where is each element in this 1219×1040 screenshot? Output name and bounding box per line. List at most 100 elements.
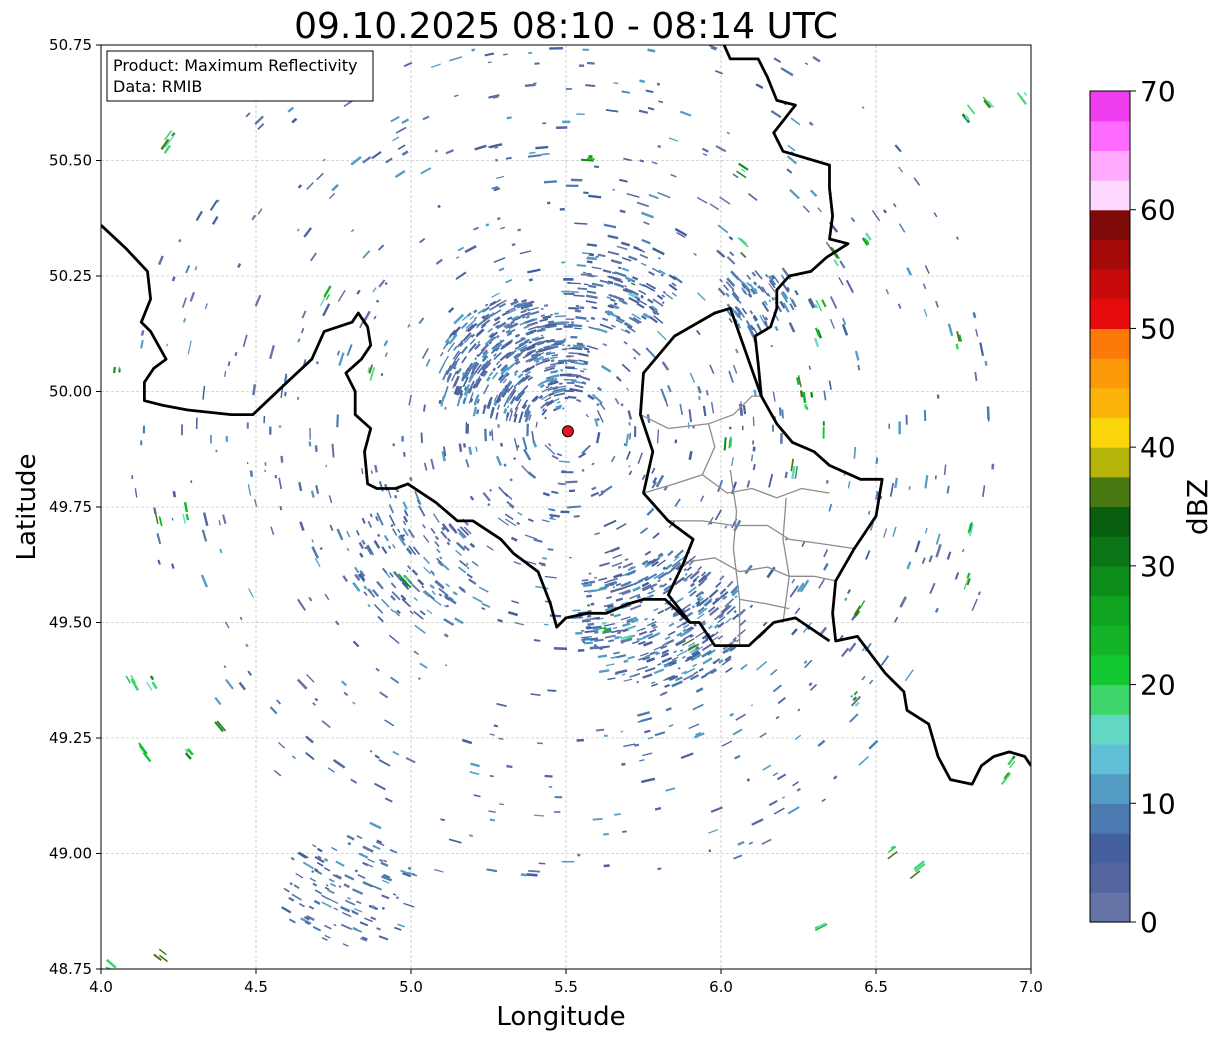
radar-echo [641, 315, 647, 320]
radar-echo [510, 536, 518, 542]
radar-echo [700, 607, 708, 613]
radar-echo [794, 472, 798, 479]
radar-echo [397, 144, 406, 150]
radar-echo [392, 893, 397, 896]
radar-echo [481, 607, 486, 611]
radar-echo [526, 873, 538, 877]
radar-echo [812, 55, 821, 63]
radar-echo [1000, 772, 1012, 785]
radar-echo [716, 249, 726, 258]
radar-echo [524, 534, 538, 540]
radar-echo [590, 637, 599, 641]
radar-echo [581, 444, 591, 455]
radar-echo [477, 340, 481, 344]
radar-echo [153, 953, 162, 961]
radar-echo [551, 490, 559, 495]
radar-echo [340, 905, 351, 913]
radar-echo [768, 800, 778, 807]
radar-echo [695, 631, 705, 639]
radar-echo [283, 887, 290, 893]
radar-echo [543, 366, 556, 372]
radar-echo [741, 307, 748, 315]
radar-echo [986, 406, 990, 419]
radar-echo [140, 339, 144, 349]
y-axis-ticks: 48.7549.0049.2549.5049.7550.0050.2550.50… [49, 36, 101, 978]
radar-echo [513, 352, 520, 359]
radar-echo [732, 364, 738, 374]
radar-echo [222, 514, 227, 525]
radar-echo [225, 678, 234, 690]
radar-echo [350, 228, 355, 233]
radar-echo [497, 618, 503, 623]
radar-echo [540, 401, 549, 409]
radar-echo [516, 521, 521, 526]
radar-echo [602, 630, 613, 634]
radar-echo [652, 247, 665, 256]
radar-echo [567, 395, 577, 399]
radar-echo [962, 548, 965, 553]
radar-echo [646, 620, 657, 627]
radar-echo [390, 595, 396, 601]
radar-echo [623, 443, 627, 447]
province-border [739, 598, 790, 610]
radar-echo [620, 584, 633, 590]
radar-echo [157, 559, 161, 565]
radar-echo [499, 803, 505, 806]
radar-echo [671, 656, 679, 661]
radar-echo [195, 210, 203, 222]
radar-echo [321, 720, 331, 729]
radar-echo [613, 82, 619, 85]
radar-echo [583, 361, 588, 366]
radar-echo [375, 841, 385, 847]
radar-echo [505, 279, 513, 284]
radar-echo [850, 695, 862, 707]
radar-echo [522, 404, 528, 410]
radar-echo [224, 370, 227, 377]
radar-echo [652, 532, 660, 539]
radar-echo [440, 818, 446, 822]
radar-echo [372, 844, 381, 851]
radar-echo [716, 631, 719, 634]
radar-echo [432, 592, 436, 596]
radar-echo [498, 267, 505, 272]
radar-echo [514, 360, 521, 366]
radar-echo [680, 603, 692, 612]
radar-echo [846, 589, 851, 595]
radar-echo [552, 408, 557, 412]
radar-echo [756, 323, 760, 327]
radar-echo [817, 922, 827, 928]
radar-echo [686, 566, 692, 572]
radar-echo [375, 667, 380, 672]
radar-echo [734, 348, 739, 354]
radar-echo [436, 557, 443, 564]
radar-echo [638, 630, 648, 636]
radar-echo [717, 621, 725, 629]
radar-echo [546, 351, 552, 354]
radar-echo [641, 559, 649, 566]
radar-echo [574, 327, 582, 330]
radar-echo [617, 266, 622, 270]
radar-echo [574, 222, 588, 225]
radar-echo [736, 306, 740, 311]
radar-echo [783, 292, 789, 300]
radar-echo [553, 389, 565, 394]
radar-echo [893, 616, 899, 623]
radar-echo [611, 629, 620, 634]
radar-echo [322, 158, 326, 162]
radar-echo [381, 546, 388, 554]
radar-echo [546, 324, 557, 329]
radar-echo [471, 48, 476, 52]
radar-echo [602, 343, 608, 347]
radar-echo [914, 540, 921, 553]
radar-echo [963, 577, 970, 590]
radar-echo [501, 329, 506, 333]
radar-echo [697, 386, 702, 394]
radar-echo [665, 707, 672, 712]
radar-echo [614, 397, 620, 405]
radar-echo [651, 681, 656, 685]
radar-echo [707, 625, 713, 630]
radar-echo [503, 408, 508, 414]
radar-echo [558, 460, 570, 464]
radar-echo [814, 337, 820, 348]
radar-echo [650, 587, 654, 591]
